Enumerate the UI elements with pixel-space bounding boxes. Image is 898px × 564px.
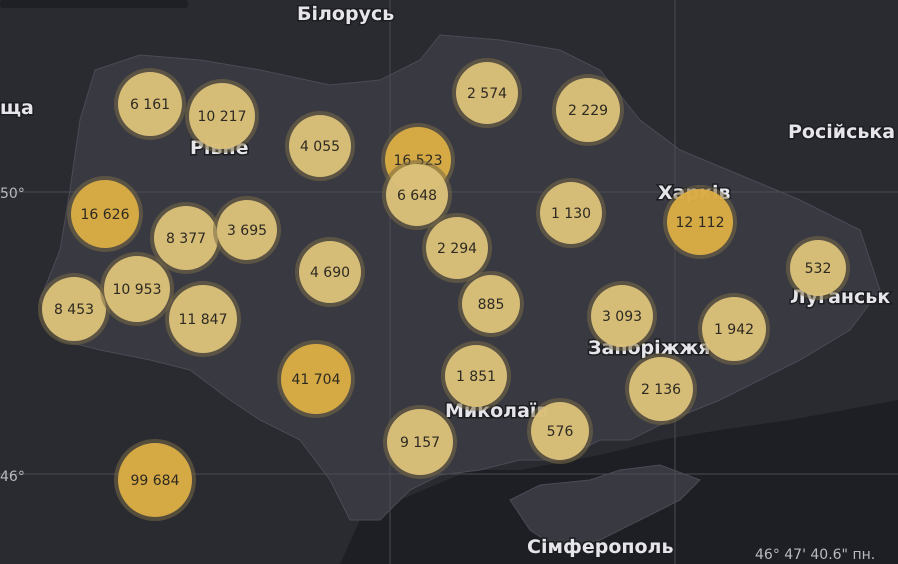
cluster-count: 8 377: [166, 231, 206, 247]
place-label: Сімферополь: [527, 536, 674, 558]
cluster-count: 1 851: [456, 369, 496, 385]
cluster-count: 11 847: [179, 312, 228, 328]
cluster[interactable]: 12 112: [663, 185, 737, 259]
cluster-circle: [540, 182, 602, 244]
cluster-circle: [42, 277, 106, 341]
cluster[interactable]: 4 055: [285, 111, 355, 181]
cluster-count: 10 953: [113, 282, 162, 298]
cluster-circle: [118, 443, 192, 517]
cluster[interactable]: 10 953: [100, 252, 174, 326]
cluster-circle: [667, 189, 733, 255]
cluster[interactable]: 9 157: [383, 405, 457, 479]
cluster-count: 8 453: [54, 302, 94, 318]
cluster-count: 99 684: [131, 473, 180, 489]
cluster-count: 2 574: [467, 86, 507, 102]
cluster[interactable]: 885: [458, 271, 524, 337]
cluster-circle: [531, 402, 589, 460]
cluster-circle: [456, 62, 518, 124]
cluster[interactable]: 6 161: [114, 68, 186, 140]
cluster-circle: [118, 72, 182, 136]
cluster-circle: [462, 275, 520, 333]
cluster[interactable]: 8 453: [38, 273, 110, 345]
cluster-count: 2 229: [568, 103, 608, 119]
cluster-count: 2 294: [437, 241, 477, 257]
cluster[interactable]: 1 130: [536, 178, 606, 248]
cluster[interactable]: 3 093: [587, 281, 657, 351]
cluster-count: 3 093: [602, 309, 642, 325]
cluster[interactable]: 576: [527, 398, 593, 464]
cluster-count: 4 055: [300, 139, 340, 155]
cluster-count: 1 130: [551, 206, 591, 222]
coordinate-label: 46°: [0, 469, 25, 485]
cluster[interactable]: 10 217: [185, 79, 259, 153]
cluster-circle: [426, 217, 488, 279]
cluster-count: 41 704: [292, 372, 341, 388]
cluster[interactable]: 1 942: [698, 293, 770, 365]
cluster-count: 1 942: [714, 322, 754, 338]
cluster-count: 6 161: [130, 97, 170, 113]
search-bar-edge: [0, 0, 188, 8]
cluster-count: 16 626: [81, 207, 130, 223]
cluster[interactable]: 532: [786, 236, 850, 300]
cluster-circle: [71, 180, 139, 248]
cluster-count: 10 217: [198, 109, 247, 125]
place-label: ща: [0, 97, 34, 119]
coordinate-label: 50°: [0, 186, 25, 202]
cluster-circle: [790, 240, 846, 296]
cluster-circle: [169, 285, 237, 353]
cluster-count: 576: [547, 424, 574, 440]
cluster-count: 885: [478, 297, 505, 313]
cluster[interactable]: 2 136: [625, 353, 697, 425]
cluster-count: 4 690: [310, 265, 350, 281]
cluster-circle: [104, 256, 170, 322]
cluster-circle: [702, 297, 766, 361]
cluster-circle: [556, 78, 620, 142]
cluster-circle: [629, 357, 693, 421]
cluster[interactable]: 16 626: [67, 176, 143, 252]
cluster[interactable]: 6 648: [382, 160, 452, 230]
cluster-circle: [445, 345, 507, 407]
cluster[interactable]: 2 229: [552, 74, 624, 146]
cluster-circle: [289, 115, 351, 177]
cluster[interactable]: 2 294: [422, 213, 492, 283]
cluster[interactable]: 4 690: [295, 237, 365, 307]
cluster-circle: [299, 241, 361, 303]
cluster-count: 9 157: [400, 435, 440, 451]
cluster-count: 3 695: [227, 223, 267, 239]
place-label: Білорусь: [297, 3, 394, 25]
cluster-count: 6 648: [397, 188, 437, 204]
cluster[interactable]: 41 704: [277, 340, 355, 418]
cluster-circle: [591, 285, 653, 347]
place-label: Російська Ф: [788, 121, 898, 143]
cluster-circle: [386, 164, 448, 226]
cluster-count: 12 112: [676, 215, 725, 231]
coordinate-label: 46° 47' 40.6" пн.: [755, 547, 875, 563]
cluster[interactable]: 99 684: [114, 439, 196, 521]
cluster[interactable]: 11 847: [165, 281, 241, 357]
cluster-circle: [281, 344, 351, 414]
crimea-area: [509, 464, 701, 551]
cluster[interactable]: 8 377: [150, 202, 222, 274]
cluster-count: 2 136: [641, 382, 681, 398]
cluster[interactable]: 2 574: [452, 58, 522, 128]
cluster-circle: [189, 83, 255, 149]
cluster-count: 532: [805, 261, 832, 277]
cluster[interactable]: 3 695: [213, 196, 281, 264]
cluster[interactable]: 1 851: [441, 341, 511, 411]
cluster-circle: [154, 206, 218, 270]
cluster-circle: [217, 200, 277, 260]
cluster-circle: [387, 409, 453, 475]
